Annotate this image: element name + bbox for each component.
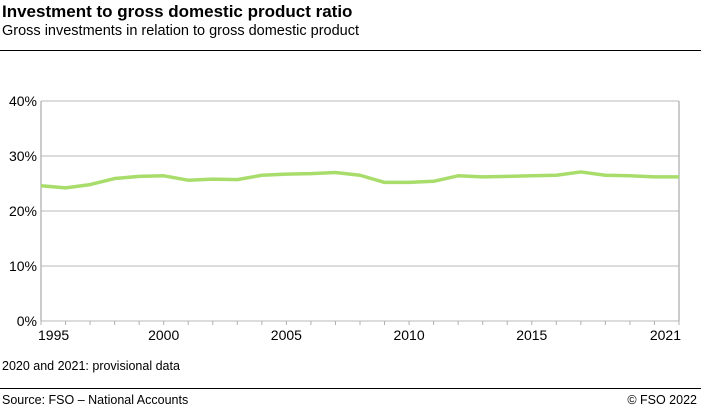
- x-tick-label: 2010: [393, 327, 424, 343]
- y-tick-label: 20%: [9, 203, 37, 219]
- y-tick-label: 10%: [9, 258, 37, 274]
- x-tick-label: 2005: [271, 327, 302, 343]
- footnote: 2020 and 2021: provisional data: [2, 359, 180, 373]
- source-text: Source: FSO – National Accounts: [2, 393, 189, 407]
- x-tick-label: 2000: [148, 327, 179, 343]
- chart-title: Investment to gross domestic product rat…: [2, 2, 353, 21]
- chart-subtitle: Gross investments in relation to gross d…: [2, 23, 360, 39]
- x-tick-label: 2021: [650, 327, 681, 343]
- footer-divider: [0, 388, 701, 389]
- y-tick-label: 40%: [9, 93, 37, 109]
- x-tick-label: 1995: [38, 327, 69, 343]
- copyright-text: © FSO 2022: [627, 393, 697, 407]
- series-line: [40, 170, 679, 190]
- y-tick-label: 0%: [17, 313, 37, 329]
- x-tick-label: 2015: [516, 327, 547, 343]
- header-divider: [0, 50, 701, 51]
- y-tick-label: 30%: [9, 148, 37, 164]
